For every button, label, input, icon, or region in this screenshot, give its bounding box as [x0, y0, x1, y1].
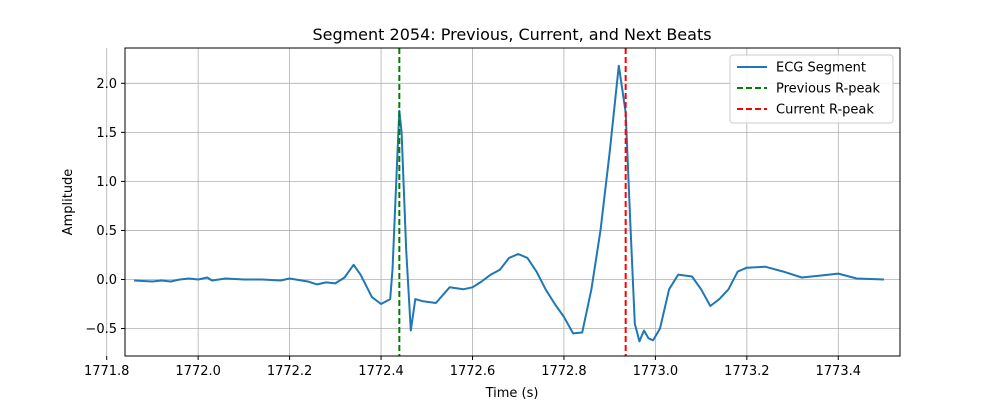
x-tick-label: 1773.4 — [816, 364, 862, 379]
x-axis-ticks: 1771.8 1772.0 1772.2 1772.4 1772.6 1772.8 1773… — [84, 356, 861, 379]
x-axis-label: Time (s) — [485, 386, 539, 400]
x-tick-label: 1772.2 — [267, 364, 313, 379]
x-tick-label: 1773.2 — [724, 364, 770, 379]
y-tick-label: 1.0 — [96, 175, 117, 190]
x-tick-label: 1772.8 — [541, 364, 587, 379]
legend-label: ECG Segment — [776, 61, 866, 76]
y-tick-label: 0.5 — [96, 224, 117, 239]
plot-area — [134, 48, 885, 356]
legend-label: Current R-peak — [776, 103, 874, 118]
x-tick-label: 1772.4 — [358, 364, 404, 379]
x-tick-label: 1772.0 — [175, 364, 221, 379]
x-tick-label: 1772.6 — [450, 364, 496, 379]
axes-frame — [124, 47, 901, 357]
legend: ECG Segment Previous R-peak Current R-peak — [729, 54, 894, 124]
x-tick-label: 1773.0 — [633, 364, 679, 379]
y-tick-label: −0.5 — [85, 322, 117, 337]
legend-box — [729, 54, 894, 124]
y-axis-ticks: −0.5 0.0 0.5 1.0 1.5 2.0 — [85, 77, 125, 337]
x-tick-label: 1771.8 — [84, 364, 130, 379]
y-tick-label: 0.0 — [96, 273, 117, 288]
legend-label: Previous R-peak — [776, 82, 880, 97]
y-tick-label: 2.0 — [96, 77, 117, 92]
y-tick-label: 1.5 — [96, 126, 117, 141]
chart-title: Segment 2054: Previous, Current, and Nex… — [312, 25, 711, 44]
y-axis-label: Amplitude — [61, 169, 76, 236]
ecg-series-line — [134, 64, 885, 343]
